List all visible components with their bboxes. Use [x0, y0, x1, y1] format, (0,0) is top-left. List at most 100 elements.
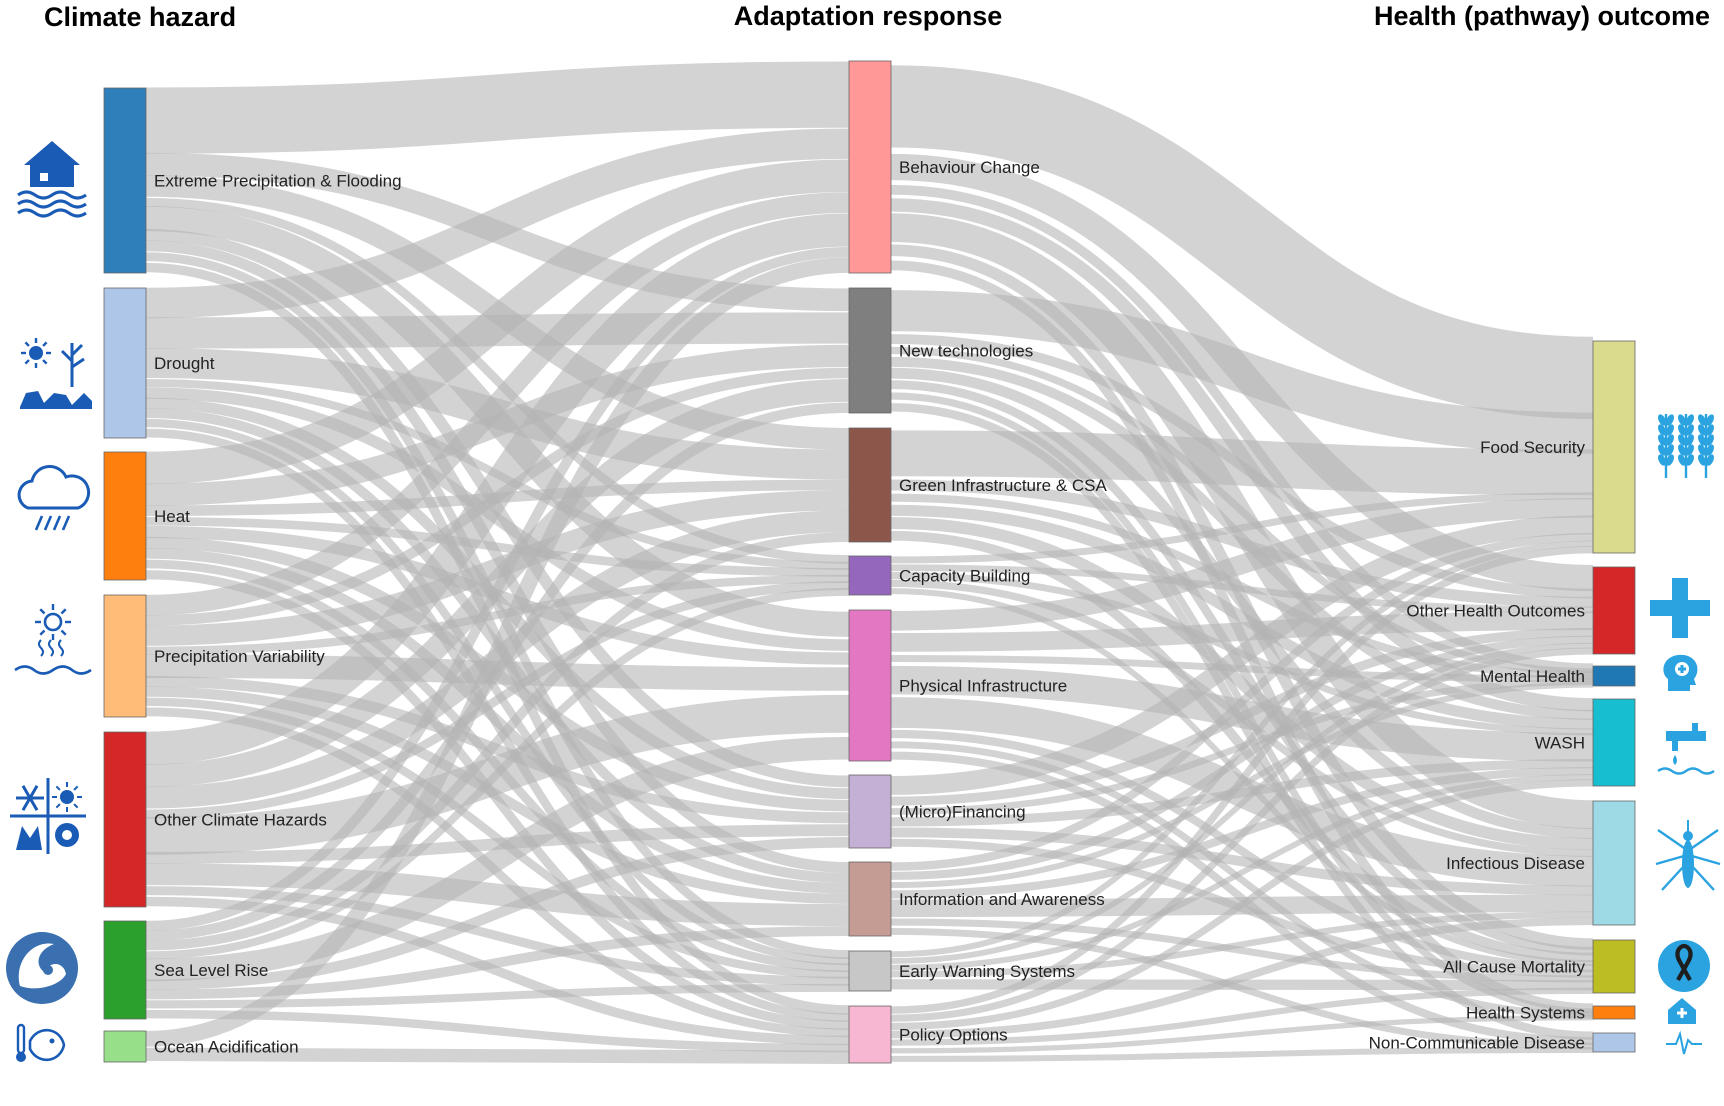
outcome-node-other-health-outcomes [1592, 566, 1636, 655]
hazard-response-flow [145, 159, 850, 485]
clinic-icon [1668, 998, 1696, 1024]
response-outcome-flow [890, 655, 1594, 683]
hazard-response-flow [145, 532, 850, 951]
response-outcome-flow [890, 917, 1594, 1039]
heartbeat-icon [1666, 1030, 1702, 1055]
hazard-response-flow [145, 886, 850, 986]
hazard-response-flow [145, 402, 850, 941]
response-outcome-flow [890, 1015, 1594, 1054]
response-label-policy-options: Policy Options [899, 1026, 1008, 1045]
hazard-node-sea-level-rise [103, 920, 147, 1020]
response-label-information-and-awareness: Information and Awareness [899, 890, 1105, 909]
hazard-response-flow [145, 61, 850, 154]
response-outcome-flow [890, 430, 1594, 496]
hazard-node-drought [103, 287, 147, 439]
column-title-outcome: Health (pathway) outcome [1374, 1, 1710, 31]
outcome-node-food-security [1592, 340, 1636, 554]
outcome-node-non-communicable-disease [1592, 1032, 1636, 1053]
response-outcome-flow [890, 515, 1594, 795]
response-outcome-flow [890, 1046, 1594, 1062]
hazard-response-flow [145, 587, 850, 960]
hazard-response-flow [145, 836, 850, 991]
hazard-label-precipitation-variability: Precipitation Variability [154, 647, 325, 666]
response-outcome-flow [890, 533, 1594, 871]
outcome-label-wash: WASH [1535, 734, 1585, 753]
hazard-response-flow [145, 192, 850, 616]
rain-cloud-icon [17, 465, 91, 531]
hazard-node-other-climate-hazards [103, 731, 147, 908]
hazard-response-flow [145, 581, 850, 819]
response-node-early-warning-systems [848, 950, 892, 992]
outcome-node-all-cause-mortality [1592, 939, 1636, 994]
column-title-response: Adaptation response [734, 1, 1003, 31]
response-outcome-flow [890, 504, 1594, 730]
ribbon-icon [1658, 940, 1710, 992]
hazard-response-flow [145, 574, 850, 656]
response-outcome-flow [890, 635, 1594, 880]
hazard-response-flow [145, 736, 850, 982]
response-outcome-flow [890, 546, 1594, 1014]
response-label-green-infrastructure-csa: Green Infrastructure & CSA [899, 476, 1108, 495]
response-outcome-flow [890, 611, 1594, 652]
wheat-icon [1658, 414, 1714, 478]
flooded-house-icon [17, 141, 87, 218]
response-outcome-flow [890, 367, 1594, 839]
head-mind-icon [1663, 654, 1698, 691]
response-outcome-flow [890, 498, 1594, 631]
hazard-label-ocean-acidification: Ocean Acidification [154, 1038, 299, 1057]
response-node-physical-infrastructure [848, 609, 892, 762]
hazard-response-flow [145, 387, 850, 651]
icon-layer [6, 141, 1721, 1062]
hazard-label-extreme-precipitation-flooding: Extreme Precipitation & Flooding [154, 172, 402, 191]
hazard-label-heat: Heat [154, 507, 190, 526]
response-label-behaviour-change: Behaviour Change [899, 158, 1040, 177]
response-outcome-flow [890, 647, 1594, 1022]
hazard-label-other-climate-hazards: Other Climate Hazards [154, 811, 327, 830]
response-node-behaviour-change [848, 60, 892, 274]
hazard-response-flow [145, 344, 850, 506]
hazard-node-ocean-acidification [103, 1030, 147, 1063]
hazard-node-precipitation-variability [103, 594, 147, 718]
water-tap-icon [1657, 723, 1715, 775]
outcome-label-health-systems: Health Systems [1466, 1004, 1585, 1023]
response-outcome-flow [890, 741, 1594, 1019]
label-layer: Extreme Precipitation & Flooding Drought H… [154, 158, 1585, 1057]
response-node-green-infrastructure-csa [848, 427, 892, 543]
node-layer [103, 60, 1636, 1064]
outcome-node-mental-health [1592, 665, 1636, 687]
response-outcome-flow [890, 759, 1594, 827]
response-outcome-flow [890, 827, 1594, 896]
outcome-node-health-systems [1592, 1005, 1636, 1020]
response-outcome-flow [890, 540, 1594, 958]
response-outcome-flow [890, 918, 1594, 983]
hazard-response-flow [145, 675, 850, 824]
outcome-label-other-health-outcomes: Other Health Outcomes [1406, 602, 1585, 621]
response-node-micro-financing [848, 774, 892, 849]
sun-heat-waves-icon [14, 604, 92, 675]
response-node-new-technologies [848, 287, 892, 414]
response-outcome-flow [890, 979, 1594, 991]
response-outcome-flow [890, 779, 1594, 1030]
response-outcome-flow [890, 564, 1594, 614]
hazard-response-flow [145, 247, 850, 931]
drought-icon [20, 338, 92, 409]
fish-thermometer-icon [16, 1023, 66, 1062]
response-outcome-flow [890, 290, 1594, 454]
outcome-node-wash [1592, 698, 1636, 787]
response-label-capacity-building: Capacity Building [899, 567, 1030, 586]
hazard-response-flow [145, 824, 850, 864]
mixed-weather-icon [10, 778, 86, 854]
response-node-information-and-awareness [848, 861, 892, 937]
column-title-hazard: Climate hazard [44, 2, 236, 32]
hazard-response-flow [145, 863, 850, 927]
hazard-response-flow [145, 1009, 850, 1053]
flow-layer [145, 61, 1594, 1065]
response-node-policy-options [848, 1005, 892, 1064]
response-label-micro-financing: (Micro)Financing [899, 803, 1026, 822]
hazard-response-flow [145, 1047, 850, 1065]
hazard-response-flow [145, 257, 850, 1047]
medical-cross-icon [1650, 578, 1710, 638]
hazard-response-flow [145, 516, 850, 577]
outcome-label-all-cause-mortality: All Cause Mortality [1443, 958, 1585, 977]
response-outcome-flow [890, 987, 1594, 1046]
